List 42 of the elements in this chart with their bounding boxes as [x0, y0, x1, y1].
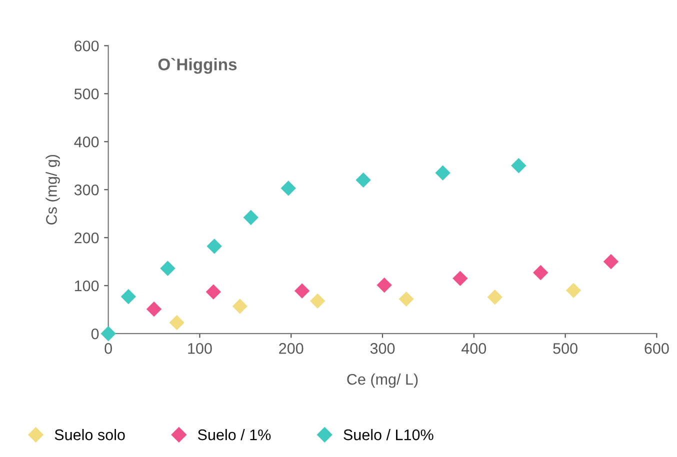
x-tick-label: 500	[553, 343, 578, 354]
y-tick-label: 200	[74, 232, 99, 244]
legend-label: Suelo / L10%	[344, 429, 434, 440]
point	[603, 254, 619, 270]
y-tick-label: 100	[74, 280, 99, 292]
point	[120, 289, 136, 304]
x-tick-label: 0	[104, 343, 112, 354]
y-tick-label: 400	[74, 136, 99, 148]
point	[356, 172, 371, 188]
point	[398, 291, 414, 307]
x-tick-label: 400	[462, 343, 486, 354]
point	[376, 278, 392, 293]
text: O`Higgins	[158, 58, 237, 74]
point	[280, 180, 296, 196]
point	[487, 290, 503, 305]
point	[146, 302, 162, 317]
point	[511, 158, 526, 174]
x-tick-label: 600	[644, 343, 669, 354]
point	[533, 265, 548, 280]
legend-label: Suelo solo	[54, 429, 125, 440]
legend-label: Suelo / 1%	[198, 429, 271, 440]
point	[206, 284, 222, 300]
point	[452, 270, 468, 286]
point	[169, 314, 184, 330]
x-tick-label: 100	[188, 343, 212, 354]
x-tick-label: 300	[370, 343, 395, 354]
point	[435, 165, 450, 180]
y-tick-label: 0	[91, 328, 99, 340]
x-tick-label: 200	[279, 343, 304, 354]
y-axis-title: Cs (mg/ g)	[46, 154, 60, 225]
point	[243, 210, 259, 226]
point	[160, 260, 176, 276]
point	[206, 238, 222, 254]
point	[294, 283, 310, 299]
point	[310, 293, 326, 309]
x-axis-title: Ce (mg/ L)	[347, 374, 418, 388]
y-tick-label: 600	[74, 40, 99, 52]
point	[100, 326, 116, 342]
point	[566, 282, 582, 298]
y-tick-label: 300	[74, 184, 99, 196]
y-tick-label: 500	[74, 88, 99, 100]
point	[232, 298, 248, 314]
